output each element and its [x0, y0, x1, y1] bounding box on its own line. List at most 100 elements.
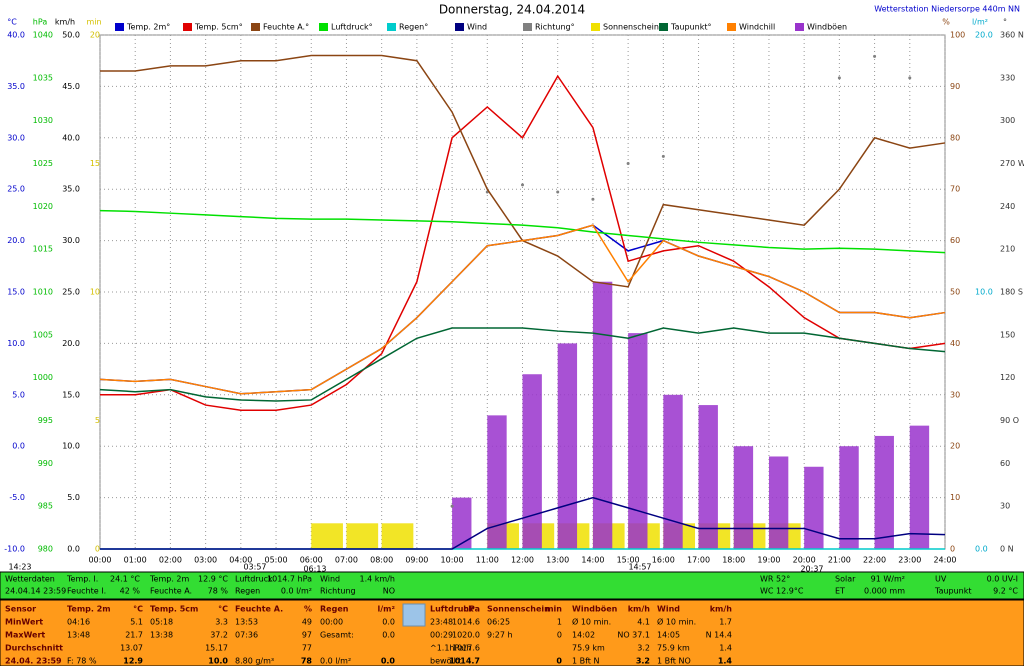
table-cell: Luftdruck	[430, 605, 474, 614]
table-cell: km/h	[628, 605, 651, 614]
y-tick-label: 0	[95, 545, 100, 554]
legend-label: Windchill	[739, 23, 775, 32]
series-line	[99, 327, 946, 402]
table-cell: 3.2	[636, 657, 650, 666]
table-cell: 13:53	[235, 618, 258, 627]
y-tick-label: 990	[38, 459, 53, 468]
x-tick-label: 15:00	[617, 556, 640, 565]
y-tick-label: 90	[950, 82, 960, 91]
y-tick-label: 1000	[33, 373, 53, 382]
table-cell: 9:27 h	[487, 631, 513, 640]
x-tick-label: 19:00	[757, 556, 780, 565]
y-tick-label: 100	[950, 31, 965, 40]
y-tick-label: 50	[950, 288, 960, 297]
table-cell: 13:38	[150, 631, 173, 640]
time-annotation: 06:13	[303, 565, 326, 574]
y-tick-label: 15.0	[7, 288, 25, 297]
x-tick-label: 12:00	[511, 556, 534, 565]
y-tick-label: 15.0	[62, 390, 80, 399]
legend-swatch	[659, 23, 668, 31]
legend-swatch	[523, 23, 532, 31]
table-cell: 0.0	[381, 657, 396, 666]
table-cell: 0.0	[382, 618, 395, 627]
y-tick-label: 20	[950, 442, 960, 451]
time-annotation: 14:23	[8, 563, 31, 572]
status-cell: Solar	[835, 575, 856, 584]
table-cell: 14:05	[657, 631, 680, 640]
y-tick-label: 995	[38, 416, 53, 425]
table-cell: 1.4	[719, 644, 732, 653]
y-tick-label: 300	[1000, 116, 1015, 125]
y-tick-label: 0 N	[1000, 545, 1014, 554]
bar	[909, 425, 930, 549]
legend-swatch	[115, 23, 124, 31]
table-cell: Sensor	[5, 605, 36, 614]
table-cell: 5.1	[130, 618, 143, 627]
y-tick-label: 30.0	[7, 133, 25, 142]
bar	[628, 333, 648, 549]
table-cell: 1 Bft N	[572, 657, 599, 666]
x-tick-label: 02:00	[159, 556, 182, 565]
table-cell: F: 78 %	[67, 657, 97, 666]
y-tick-label: 360 N	[1000, 31, 1024, 40]
y-tick-label: 5.0	[67, 493, 80, 502]
x-tick-label: 23:00	[898, 556, 921, 565]
x-tick-label: 11:00	[476, 556, 499, 565]
x-tick-label: 07:00	[335, 556, 358, 565]
y-tick-label: 10.0	[7, 339, 25, 348]
x-tick-label: 22:00	[863, 556, 886, 565]
table-cell: 00:00	[320, 618, 343, 627]
y-tick-label: 20.0	[7, 236, 25, 245]
time-annotation: 14:57	[628, 563, 651, 572]
table-cell: 07:36	[235, 631, 258, 640]
x-tick-label: 08:00	[370, 556, 393, 565]
table-cell: bewölkt	[430, 657, 461, 666]
axis-unit: %	[942, 18, 950, 27]
y-tick-label: 15	[90, 159, 100, 168]
status-cell: 78 %	[208, 587, 229, 596]
table-cell: 15.17	[205, 644, 228, 653]
bar	[346, 523, 379, 549]
direction-point	[521, 183, 524, 187]
table-cell: 00:29	[430, 631, 453, 640]
direction-point	[837, 76, 841, 80]
legend-label: Temp. 5cm°	[194, 23, 243, 32]
table-cell: 8.80 g/m³	[235, 657, 274, 666]
bar	[874, 435, 894, 549]
table-cell: 24.04. 23:59	[5, 657, 62, 666]
status-cell: Feuchte I.	[67, 587, 106, 596]
table-cell: 1020.0	[452, 631, 480, 640]
y-tick-label: 0.0	[12, 442, 25, 451]
legend-label: Luftdruck°	[331, 23, 373, 32]
status-cell: 0.000 mm	[864, 587, 905, 596]
direction-point	[873, 54, 877, 58]
axis-unit: min	[86, 18, 101, 27]
direction-point	[556, 190, 560, 194]
status-cell: NO	[383, 587, 395, 596]
table-cell: Temp. 5cm	[150, 605, 198, 614]
y-tick-label: 20.0	[975, 31, 993, 40]
table-cell: 3.2	[637, 644, 650, 653]
table-cell: Regen	[320, 605, 349, 614]
x-tick-label: 17:00	[687, 556, 710, 565]
table-cell: 4.1	[637, 618, 650, 627]
table-cell: km/h	[710, 605, 733, 614]
summary-table	[0, 599, 1024, 667]
x-tick-label: 04:00	[229, 556, 252, 565]
table-cell: Durchschnitt	[5, 644, 63, 653]
time-annotation: 20:37	[800, 565, 823, 574]
legend-label: Regen°	[399, 23, 428, 32]
x-tick-label: 13:00	[546, 556, 569, 565]
y-tick-label: 1015	[33, 245, 53, 254]
table-cell: 1 Bft NO	[657, 657, 691, 666]
table-cell: Windböen	[572, 605, 618, 614]
table-cell: MinWert	[5, 618, 43, 627]
status-cell: Wetterdaten	[5, 575, 55, 584]
x-tick-label: 14:00	[581, 556, 604, 565]
table-cell: 1.7	[719, 618, 732, 627]
y-tick-label: 30	[1000, 502, 1010, 511]
station-name: Wetterstation Niedersorpe 440m NN	[874, 5, 1020, 14]
status-cell: Taupunkt	[934, 587, 972, 596]
x-tick-label: 09:00	[405, 556, 428, 565]
y-tick-label: 120	[1000, 373, 1015, 382]
